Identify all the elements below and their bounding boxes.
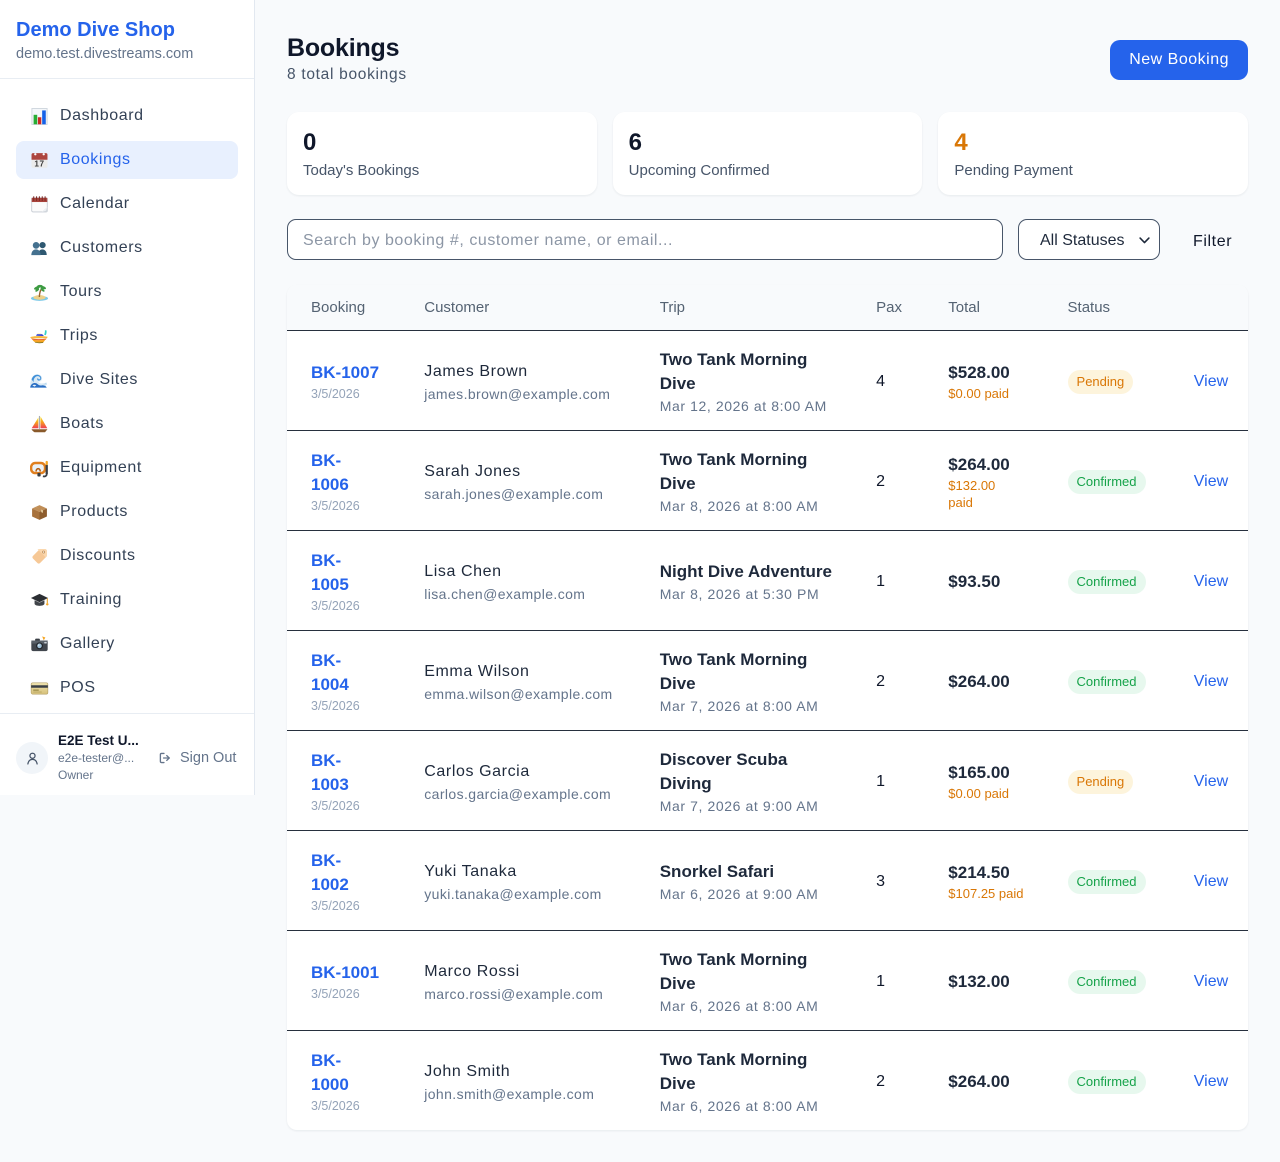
- svg-text:17: 17: [34, 159, 44, 168]
